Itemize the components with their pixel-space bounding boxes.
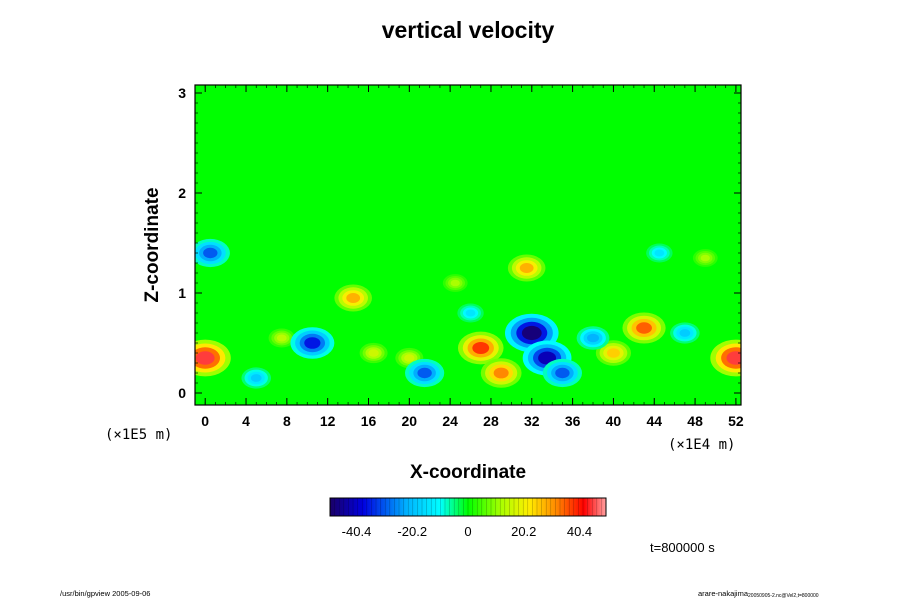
x-tick-label-13: 52 [728, 413, 744, 429]
x-tick-label-11: 44 [646, 413, 662, 429]
heat-cell-21-3 [679, 329, 691, 337]
x-unit-label: (×1E4 m) [668, 437, 735, 453]
heat-cell-8-3 [404, 354, 415, 362]
heat-cell-11-3 [700, 254, 710, 262]
x-tick-label-8: 32 [524, 413, 540, 429]
colorbar-levels [334, 498, 602, 516]
heat-cell-10-3 [276, 334, 287, 342]
colorbar-tick-label-1: -20.2 [397, 524, 427, 539]
heat-cell-16-3 [304, 337, 321, 349]
heat-cell-12-3 [450, 279, 460, 287]
x-tick-label-6: 24 [442, 413, 458, 429]
heat-cell-19-3 [250, 374, 262, 382]
x-axis-label: X-coordinate [410, 462, 526, 483]
chart-title: vertical velocity [382, 17, 555, 43]
heat-cell-5-3 [606, 348, 620, 358]
heat-cell-1-3 [726, 351, 741, 365]
heat-cell-20-3 [587, 333, 600, 343]
footer-right-sub: 20050905-2.nc@Vel2,t=800000 [748, 593, 819, 599]
heat-cell-9-3 [368, 349, 379, 357]
heat-cell-13-3 [521, 325, 542, 341]
footer-right: arare-nakajima20050905-2.nc@Vel2,t=80000… [698, 589, 819, 599]
x-tick-label-7: 28 [483, 413, 499, 429]
time-label: t=800000 s [650, 540, 715, 555]
plot-frame [194, 84, 742, 406]
y-tick-label-3: 3 [178, 85, 186, 101]
x-tick-label-12: 48 [687, 413, 703, 429]
heat-cell-17-3 [417, 367, 432, 379]
x-tick-label-0: 0 [201, 413, 209, 429]
colorbar-tick-label-0: -40.4 [342, 524, 372, 539]
y-tick-label-2: 2 [178, 185, 186, 201]
x-tick-label-4: 16 [361, 413, 377, 429]
x-tick-label-2: 8 [283, 413, 291, 429]
heat-cell-2-3 [472, 342, 490, 354]
heat-cell-23-3 [465, 309, 476, 317]
y-axis-label: Z-coordinate [142, 187, 163, 302]
heat-cell-6-3 [346, 293, 361, 303]
footer-left: /usr/bin/gpview 2005-09-06 [60, 589, 150, 598]
heat-cell-15-3 [555, 367, 570, 379]
x-tick-label-10: 40 [606, 413, 622, 429]
heat-cell-4-3 [636, 322, 652, 334]
x-tick-label-9: 36 [565, 413, 581, 429]
colorbar-tick-label-2: 0 [464, 524, 471, 539]
x-tick-label-1: 4 [242, 413, 250, 429]
x-tick-label-5: 20 [402, 413, 418, 429]
colorbar-ticks: -40.4 -20.2 0 20.2 40.4 [342, 524, 592, 539]
colorbar-tick-label-4: 40.4 [567, 524, 592, 539]
heat-cell-0-3 [195, 351, 215, 365]
footer-right-main: arare-nakajima [698, 589, 749, 598]
y-tick-label-0: 0 [178, 385, 186, 401]
x-tick-label-3: 12 [320, 413, 336, 429]
y-unit-label: (×1E5 m) [105, 427, 172, 443]
heat-cell-22-3 [654, 249, 665, 257]
heat-cell-3-3 [493, 367, 509, 379]
colorbar [330, 498, 606, 516]
y-tick-label-1: 1 [178, 285, 186, 301]
heat-cell-7-3 [519, 263, 534, 273]
colorbar-frame [329, 497, 607, 517]
data-layer [195, 238, 741, 389]
colorbar-tick-label-3: 20.2 [511, 524, 536, 539]
heat-cell-18-3 [203, 247, 218, 259]
